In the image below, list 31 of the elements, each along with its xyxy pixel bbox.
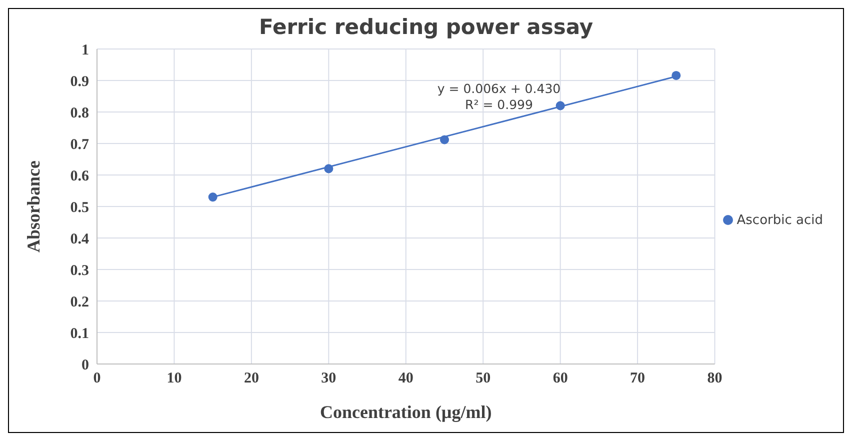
y-tick-label: 0.9: [70, 74, 89, 90]
y-tick-label: 0.2: [70, 294, 89, 310]
y-tick-label: 0.3: [70, 262, 89, 279]
x-tick-label: 50: [476, 370, 491, 387]
x-tick-label: 60: [552, 370, 568, 387]
y-tick-label: 0.8: [70, 105, 89, 122]
y-tick-label: 0.4: [70, 231, 90, 248]
y-tick-label: 0.7: [70, 136, 90, 153]
point: [556, 101, 565, 110]
point: [440, 135, 450, 144]
x-tick-label: 40: [398, 370, 414, 387]
x-tick-label: 0: [93, 370, 101, 387]
legend-label: Ascorbic acid: [736, 213, 823, 228]
y-tick-label: 0.5: [70, 200, 89, 216]
x-tick-label: 80: [707, 370, 722, 387]
annotation: y = 0.006x + 0.430: [436, 81, 562, 96]
point: [672, 70, 681, 80]
y-tick-label: 0.6: [70, 168, 90, 184]
chart-title: Ferric reducing power assay: [258, 15, 594, 39]
x-tick-label: 10: [166, 370, 182, 387]
point: [324, 164, 334, 174]
annotation: R² = 0.999: [464, 97, 534, 112]
y-axis-title: Absorbance: [23, 160, 44, 253]
y-tick-label: 0.1: [70, 326, 89, 342]
y-tick-label: 1: [82, 42, 89, 58]
point: [208, 192, 218, 202]
x-axis-title: Concentration (µg/ml): [320, 402, 492, 422]
x-tick-label: 30: [321, 370, 336, 387]
x-tick-label: 70: [630, 370, 646, 387]
y-tick-label: 0: [82, 357, 89, 374]
x-tick-label: 20: [244, 370, 259, 387]
